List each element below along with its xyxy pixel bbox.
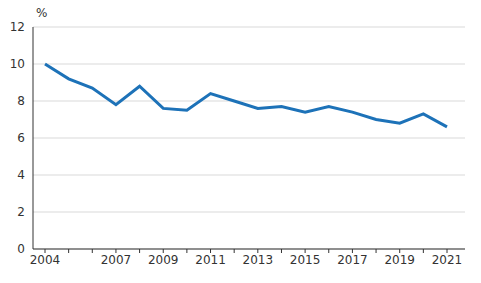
svg-text:2004: 2004 (30, 253, 61, 267)
svg-text:2017: 2017 (337, 253, 368, 267)
svg-text:2009: 2009 (148, 253, 179, 267)
svg-text:10: 10 (10, 57, 25, 71)
svg-text:4: 4 (17, 168, 25, 182)
svg-text:2007: 2007 (101, 253, 132, 267)
svg-text:2013: 2013 (243, 253, 274, 267)
svg-text:2015: 2015 (290, 253, 321, 267)
svg-text:8: 8 (17, 94, 25, 108)
svg-text:2011: 2011 (195, 253, 226, 267)
svg-text:2021: 2021 (432, 253, 463, 267)
svg-text:12: 12 (10, 20, 25, 34)
svg-text:6: 6 (17, 131, 25, 145)
svg-text:2019: 2019 (384, 253, 415, 267)
svg-text:2: 2 (17, 205, 25, 219)
svg-text:0: 0 (17, 242, 25, 256)
